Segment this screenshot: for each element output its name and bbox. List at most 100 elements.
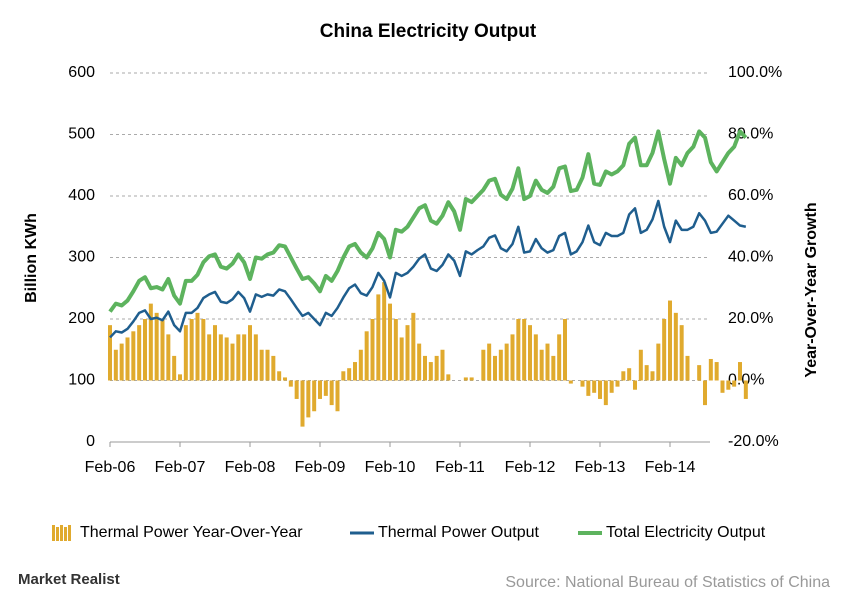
bar [493, 355, 497, 381]
x-tick-label: Feb-12 [505, 459, 556, 476]
bar [551, 355, 556, 381]
chart-title: China Electricity Output [320, 21, 537, 42]
bar [125, 337, 130, 381]
bar [405, 325, 410, 381]
bar [195, 312, 200, 381]
bar [720, 380, 725, 393]
y-tick-label: 0 [86, 433, 95, 450]
bar [271, 355, 276, 381]
bar [673, 312, 678, 381]
x-tick-label: Feb-10 [365, 459, 416, 476]
x-tick-label: Feb-13 [575, 459, 626, 476]
bar [154, 312, 159, 381]
bar [358, 349, 363, 381]
y2-tick-label: 40.0% [728, 249, 773, 266]
bar [294, 380, 299, 399]
bar [382, 282, 387, 381]
bar [218, 334, 223, 381]
x-tick-label: Feb-07 [155, 459, 206, 476]
bar [434, 355, 439, 381]
bar [738, 362, 742, 381]
bar [283, 377, 287, 381]
bar [685, 355, 690, 381]
y-tick-label: 500 [68, 126, 95, 143]
line [108, 129, 748, 313]
bar [487, 343, 492, 381]
x-tick-label: Feb-08 [225, 459, 276, 476]
x-tick-label: Feb-09 [295, 459, 346, 476]
bar [236, 334, 241, 381]
bar [539, 349, 544, 381]
bar [347, 368, 352, 381]
legend-swatch [56, 527, 59, 541]
bar [160, 319, 165, 381]
bar [580, 380, 585, 387]
bar [143, 319, 147, 381]
bar [388, 303, 392, 381]
bar [189, 319, 194, 381]
bar [516, 319, 521, 381]
bar [609, 380, 614, 393]
bar [259, 349, 264, 381]
line [109, 199, 747, 339]
y-axis-title: Billion KWh [23, 213, 40, 303]
bar [586, 380, 591, 396]
bar [504, 343, 509, 381]
y2-tick-label: -20.0% [728, 433, 779, 450]
x-tick-label: Feb-11 [435, 459, 485, 476]
y2-tick-label: 60.0% [728, 187, 773, 204]
bar [312, 380, 317, 412]
bar [364, 331, 369, 381]
bar [428, 362, 433, 381]
bar [627, 368, 632, 381]
bar [568, 380, 573, 384]
bar [172, 355, 177, 381]
bar [417, 343, 422, 381]
bar [265, 349, 270, 381]
bar [376, 294, 381, 381]
bar [743, 380, 748, 399]
bar [178, 374, 182, 381]
bar [598, 380, 602, 399]
legend-label: Thermal Power Output [378, 524, 540, 541]
y-tick-label: 100 [68, 372, 95, 389]
bar [440, 349, 445, 381]
x-tick-label: Feb-06 [85, 459, 136, 476]
bar [213, 325, 217, 381]
bar [633, 380, 637, 390]
bar [522, 319, 527, 381]
bar [615, 380, 620, 387]
bar [469, 377, 474, 381]
y-tick-label: 200 [68, 310, 95, 327]
legend-swatch [64, 527, 67, 541]
y2-tick-label: 20.0% [728, 310, 773, 327]
x-tick-label: Feb-14 [645, 459, 696, 476]
bar [341, 371, 346, 381]
bar [703, 380, 707, 406]
bar [644, 365, 649, 381]
bar [248, 325, 252, 381]
bar [668, 300, 672, 381]
bar [463, 377, 468, 381]
bar [166, 334, 171, 381]
bar [557, 334, 562, 381]
bar [148, 303, 153, 381]
bar [662, 319, 667, 381]
bar [697, 365, 702, 381]
bar [300, 380, 305, 427]
bar [277, 371, 282, 381]
bar [230, 343, 235, 381]
bar [563, 319, 567, 381]
bar [131, 331, 136, 381]
bar [714, 362, 719, 381]
y2-tick-label: 0.0% [728, 372, 764, 389]
bar [481, 349, 486, 381]
bar [306, 380, 311, 418]
legend-label: Thermal Power Year-Over-Year [80, 524, 303, 541]
y2-axis-title: Year-Over-Year Growth [803, 202, 820, 377]
bar [423, 355, 427, 381]
legend-swatch [68, 525, 71, 541]
bar [621, 371, 626, 381]
bar [510, 334, 515, 381]
bar [207, 334, 212, 381]
